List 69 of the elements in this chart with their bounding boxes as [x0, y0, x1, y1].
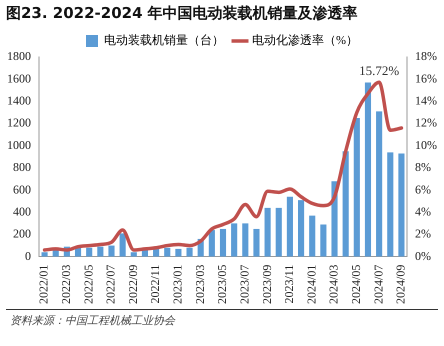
bar [376, 111, 382, 257]
x-tick-label: 2024/01 [304, 264, 318, 304]
x-tick-label: 2022/11 [148, 264, 162, 304]
bar [130, 252, 137, 257]
bar [120, 233, 126, 257]
x-tick-label: 2023/05 [215, 264, 230, 304]
x-tick-label: 2022/09 [126, 264, 140, 304]
bar [253, 228, 260, 257]
bar [186, 248, 193, 257]
x-tick-label: 2024/07 [371, 264, 386, 304]
y2-tick-label: 4% [415, 204, 432, 218]
bar [242, 223, 248, 257]
y-tick-label: 1400 [7, 94, 31, 108]
x-tick-label: 2022/05 [81, 264, 96, 304]
bar [264, 208, 271, 257]
y2-tick-label: 0% [415, 248, 432, 263]
bar [286, 196, 293, 257]
bar [298, 200, 304, 257]
text: 资料来源：中国工程机械工业协会 [9, 313, 176, 329]
y-tick-label: 1000 [7, 138, 31, 152]
legend-label: 电动化渗透率（%） [252, 33, 358, 48]
bar [86, 248, 92, 257]
y-tick-label: 0 [25, 248, 31, 263]
bar [220, 228, 226, 257]
legend-label: 电动装载机销量（台） [104, 33, 224, 48]
x-tick-label: 2024/09 [394, 264, 408, 304]
bar [108, 246, 115, 257]
bar [342, 151, 349, 257]
y2-tick-label: 10% [415, 138, 438, 152]
x-tick-label: 2022/03 [59, 264, 74, 304]
line-series [42, 80, 404, 252]
bar [320, 224, 326, 257]
x-tick-label: 2023/11 [282, 264, 296, 304]
y-tick-label: 800 [13, 160, 31, 174]
bar [175, 248, 182, 257]
bar [42, 252, 48, 257]
x-tick-label: 2023/09 [260, 264, 274, 304]
data-label: 15.72% [359, 63, 400, 78]
y2-tick-label: 18% [415, 49, 438, 64]
y2-tick-label: 6% [415, 182, 432, 196]
bar [398, 154, 404, 257]
x-tick-label: 2022/01 [36, 264, 51, 304]
y2-tick-label: 14% [415, 94, 438, 108]
bar [208, 230, 215, 257]
x-tick-label: 2023/07 [237, 264, 252, 304]
bar [364, 82, 372, 257]
y-tick-label: 1200 [7, 116, 31, 130]
x-tick-label: 2023/01 [170, 264, 185, 304]
y-tick-label: 400 [13, 204, 31, 218]
y-tick-label: 1800 [7, 49, 31, 64]
y2-tick-label: 8% [415, 160, 432, 174]
bar [387, 152, 394, 257]
x-tick-label: 2024/03 [326, 264, 341, 304]
x-tick-label: 2024/05 [348, 264, 363, 304]
y-tick-label: 1600 [7, 71, 31, 86]
bar [164, 248, 170, 257]
bar [276, 208, 282, 257]
y2-tick-label: 2% [415, 226, 432, 241]
y2-tick-label: 12% [415, 116, 438, 130]
y-tick-label: 200 [13, 226, 31, 241]
x-tick-label: 2023/03 [192, 264, 207, 304]
bar [97, 246, 104, 257]
bar [309, 216, 316, 257]
chart-title: 图23. 2022-2024 年中国电动装载机销量及渗透率 [5, 3, 359, 24]
y-tick-label: 600 [13, 182, 31, 196]
x-tick-label: 2022/07 [104, 264, 118, 304]
y2-tick-label: 16% [415, 71, 438, 86]
bar [231, 223, 238, 257]
bar [354, 118, 360, 257]
